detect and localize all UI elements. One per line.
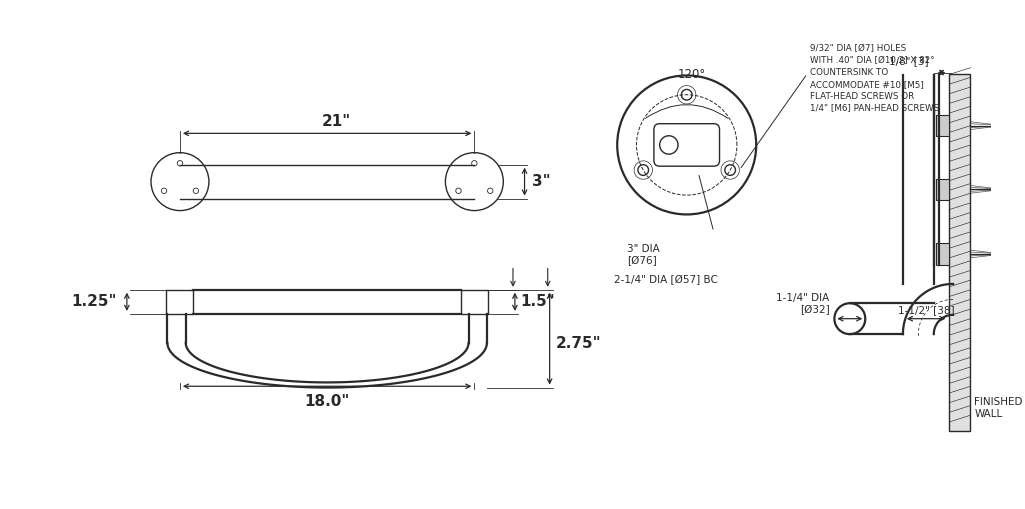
Text: 1-1/2" [38]: 1-1/2" [38] [898,305,954,315]
Text: 2-1/4" DIA [Ø57] BC: 2-1/4" DIA [Ø57] BC [614,275,719,286]
Bar [936,179,949,200]
Bar [936,115,949,136]
Text: 1-1/4" DIA
[Ø32]: 1-1/4" DIA [Ø32] [776,293,829,315]
Bar [936,243,949,265]
Text: 2.75": 2.75" [556,336,601,351]
Text: 18.0": 18.0" [304,394,350,409]
Text: 120°: 120° [678,68,705,81]
Text: 1/8" [3]: 1/8" [3] [890,56,929,66]
Text: 3" DIA
[Ø76]: 3" DIA [Ø76] [627,244,660,266]
Bar [949,73,971,431]
Bar [166,290,194,314]
Text: 9/32" DIA [Ø7] HOLES
WITH .40" DIA [Ø10,2] X 82°
COUNTERSINK TO
ACCOMMODATE #10 : 9/32" DIA [Ø7] HOLES WITH .40" DIA [Ø10,… [811,45,940,112]
Text: FINISHED
WALL: FINISHED WALL [975,397,1023,419]
Text: 3": 3" [532,174,550,189]
Text: 21": 21" [322,114,352,129]
Bar [461,290,488,314]
Text: 1.25": 1.25" [71,294,117,309]
Text: 1.5": 1.5" [521,294,556,309]
